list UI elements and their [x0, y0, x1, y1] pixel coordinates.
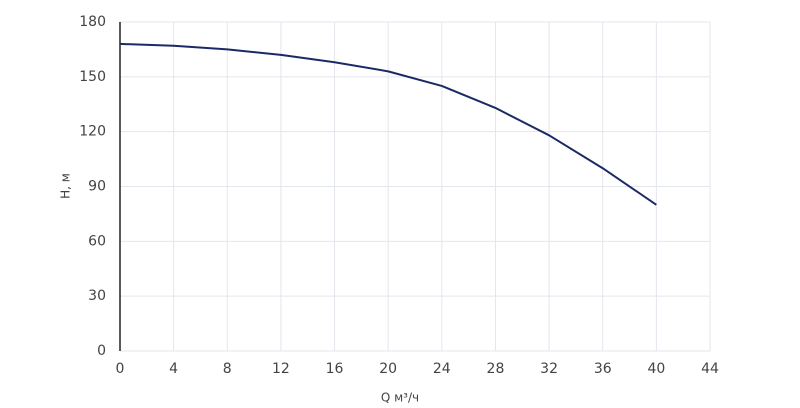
y-tick-label: 120 [79, 124, 106, 140]
x-axis-label: Q м³/ч [381, 391, 419, 405]
x-tick-label: 28 [487, 361, 505, 377]
x-tick-label: 36 [594, 361, 612, 377]
x-tick-label: 8 [223, 361, 232, 377]
x-tick-label: 0 [116, 361, 125, 377]
x-tick-label: 44 [701, 361, 719, 377]
x-tick-label: 20 [379, 361, 397, 377]
y-tick-label: 90 [88, 179, 106, 195]
x-tick-label: 24 [433, 361, 451, 377]
curve [119, 42, 657, 206]
y-tick-label: 60 [88, 233, 106, 249]
x-tick-label: 32 [540, 361, 558, 377]
y-tick-label: 30 [88, 288, 106, 304]
y-tick-label: 0 [97, 343, 106, 359]
y-axis-label: H, м [59, 173, 73, 199]
x-tick-label: 4 [169, 361, 178, 377]
x-tick-label: 40 [647, 361, 665, 377]
x-tick-label: 12 [272, 361, 290, 377]
y-tick-label: 180 [79, 14, 106, 30]
x-tick-label: 16 [326, 361, 344, 377]
y-tick-label: 150 [79, 69, 106, 85]
